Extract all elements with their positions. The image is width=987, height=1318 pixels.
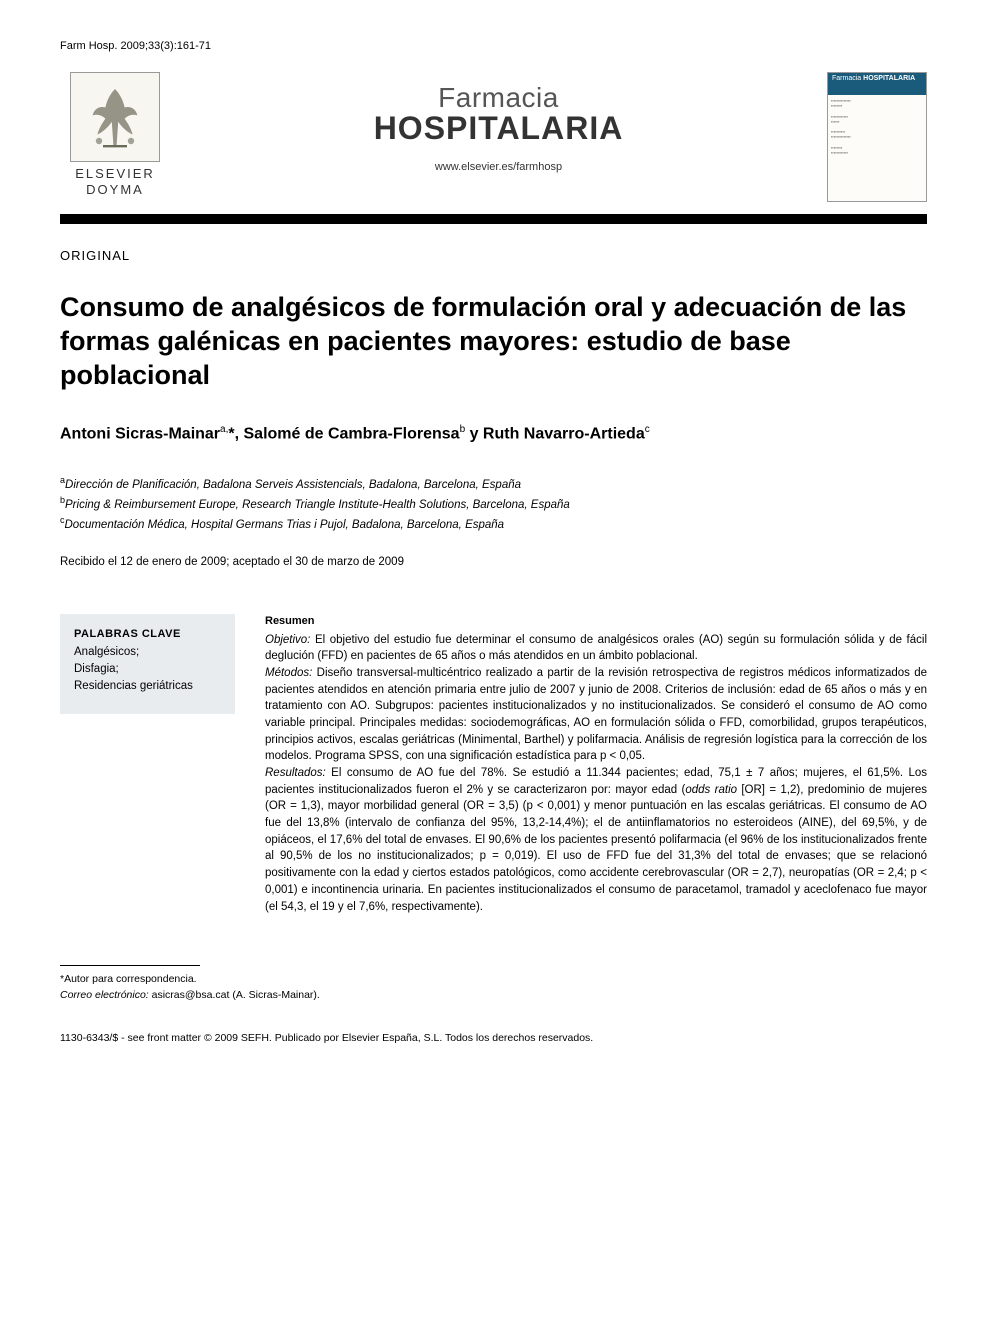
keywords-box: PALABRAS CLAVE Analgésicos;Disfagia;Resi…: [60, 614, 235, 714]
elsevier-tree-icon: [70, 72, 160, 162]
abstract-methods: Diseño transversal-multicéntrico realiza…: [265, 667, 927, 762]
keywords-title: PALABRAS CLAVE: [74, 628, 221, 640]
abstract-results: El consumo de AO fue del 78%. Se estudió…: [265, 767, 927, 912]
abstract-objective-label: Objetivo:: [265, 634, 310, 646]
publisher-logo: ELSEVIER DOYMA: [60, 72, 170, 197]
email-label: Correo electrónico:: [60, 989, 149, 1001]
citation-line: Farm Hosp. 2009;33(3):161-71: [60, 40, 927, 52]
cover-thumb-header: Farmacia HOSPITALARIA: [828, 73, 926, 95]
footnote-separator: [60, 965, 200, 966]
abstract-objective: El objetivo del estudio fue determinar e…: [265, 634, 927, 663]
article-type: ORIGINAL: [60, 248, 927, 263]
corresp-label: *Autor para correspondencia.: [60, 973, 197, 985]
article-dates: Recibido el 12 de enero de 2009; aceptad…: [60, 556, 927, 568]
keywords-list: Analgésicos;Disfagia;Residencias geriátr…: [74, 644, 221, 696]
journal-title-block: Farmacia HOSPITALARIA www.elsevier.es/fa…: [170, 72, 827, 173]
article-title: Consumo de analgésicos de formulación or…: [60, 291, 927, 392]
header-divider: [60, 214, 927, 224]
abstract-body: Objetivo: El objetivo del estudio fue de…: [265, 632, 927, 915]
content-row: PALABRAS CLAVE Analgésicos;Disfagia;Resi…: [60, 614, 927, 915]
abstract-results-label: Resultados:: [265, 767, 326, 779]
affiliations: aDirección de Planificación, Badalona Se…: [60, 474, 927, 534]
journal-name-line2: HOSPITALARIA: [170, 110, 827, 147]
authors-line: Antoni Sicras-Mainara,*, Salomé de Cambr…: [60, 424, 927, 443]
abstract-methods-label: Métodos:: [265, 667, 312, 679]
page-header: ELSEVIER DOYMA Farmacia HOSPITALARIA www…: [60, 72, 927, 202]
abstract: Resumen Objetivo: El objetivo del estudi…: [265, 614, 927, 915]
correspondence-footnote: *Autor para correspondencia. Correo elec…: [60, 972, 927, 1004]
publisher-name: ELSEVIER DOYMA: [75, 166, 155, 197]
copyright-line: 1130-6343/$ - see front matter © 2009 SE…: [60, 1032, 927, 1044]
cover-thumb-body: ▪▪▪▪▪▪▪▪▪▪▪▪▪▪▪▪▪▪▪▪▪▪▪▪▪▪▪▪▪▪▪▪▪▪▪▪▪▪▪▪…: [828, 95, 926, 158]
abstract-title: Resumen: [265, 614, 927, 630]
journal-cover-thumbnail: Farmacia HOSPITALARIA ▪▪▪▪▪▪▪▪▪▪▪▪▪▪▪▪▪▪…: [827, 72, 927, 202]
journal-url: www.elsevier.es/farmhosp: [170, 161, 827, 173]
corresp-email: asicras@bsa.cat (A. Sicras-Mainar).: [149, 989, 320, 1001]
